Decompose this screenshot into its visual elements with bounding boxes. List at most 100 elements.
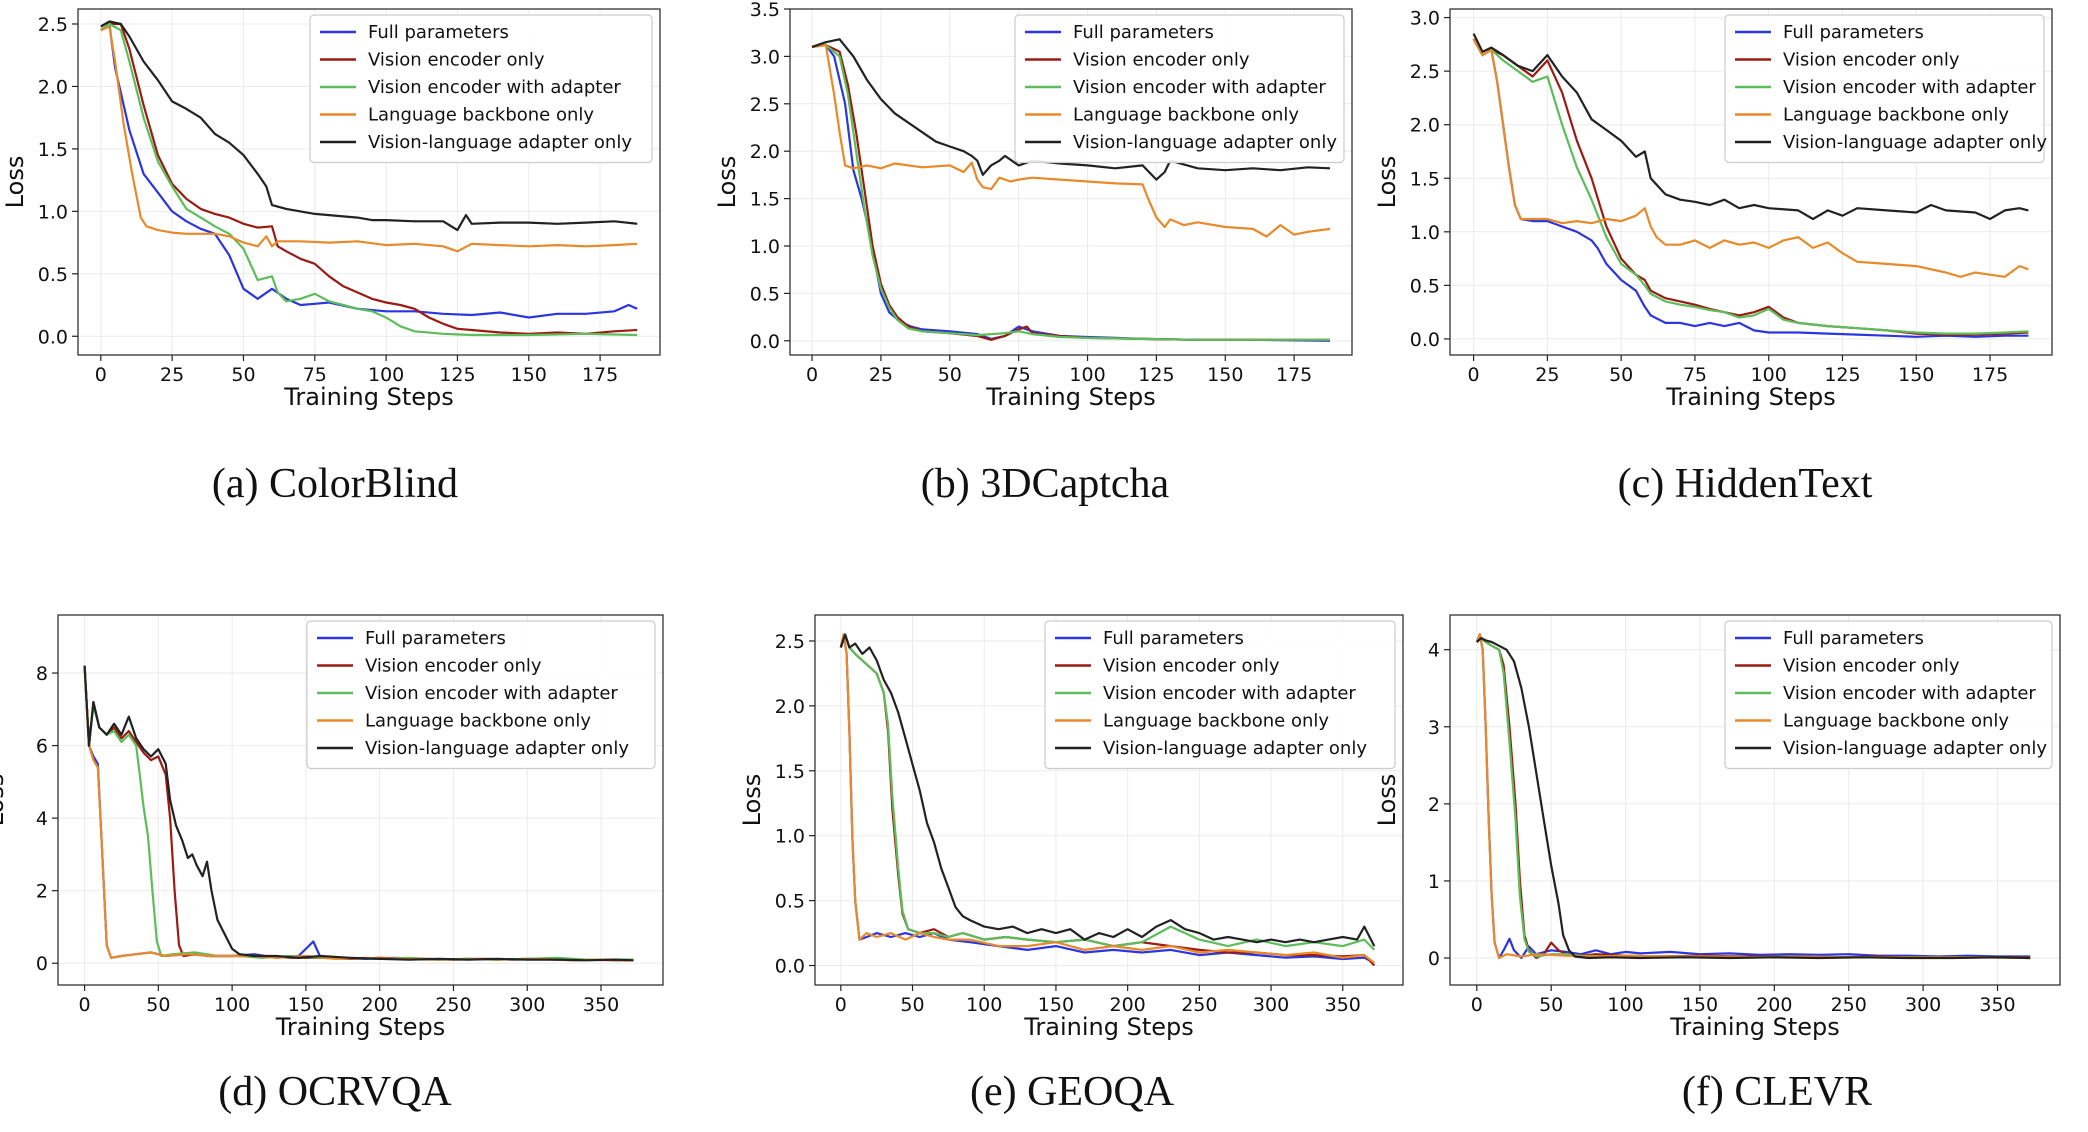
y-tick-label: 2.5 — [775, 631, 805, 653]
y-tick-label: 3 — [1428, 717, 1440, 739]
axes-frame — [1449, 8, 2053, 356]
x-axis-label: Training Steps — [283, 383, 453, 411]
x-tick-label: 0 — [1471, 994, 1483, 1016]
x-tick-label: 350 — [583, 994, 619, 1016]
y-tick-label: 2.0 — [750, 141, 780, 163]
y-tick-label: 2.5 — [750, 94, 780, 116]
y-tick-label: 0.5 — [775, 891, 805, 913]
legend-label: Full parameters — [1783, 22, 1924, 43]
x-tick-label: 100 — [214, 994, 250, 1016]
x-tick-label: 250 — [1831, 994, 1867, 1016]
x-tick-label: 0 — [835, 994, 847, 1016]
legend-label: Language backbone only — [1783, 711, 2009, 732]
axes-frame — [789, 8, 1353, 356]
series-line — [839, 633, 1376, 947]
x-axis-label: Training Steps — [985, 383, 1155, 411]
y-tick-label: 4 — [36, 808, 48, 830]
x-tick-label: 200 — [1110, 994, 1146, 1016]
legend-box — [1014, 14, 1345, 164]
x-tick-label: 300 — [1905, 994, 1941, 1016]
x-tick-label: 350 — [1325, 994, 1361, 1016]
series-line — [100, 25, 638, 253]
series-line — [811, 43, 1331, 238]
series-line — [839, 633, 1375, 964]
axes-frame — [814, 614, 1404, 986]
x-tick-label: 50 — [1539, 994, 1563, 1016]
y-axis-label: Loss — [1373, 774, 1401, 827]
legend-label: Vision encoder only — [365, 656, 542, 677]
legend-box — [1724, 14, 2045, 164]
chart-panel: 0 50 100 150 200 250 300 350 0 2 4 6 8 Training Steps… — [0, 614, 664, 1115]
legend-box — [306, 620, 656, 770]
legend-label: Vision encoder with adapter — [368, 77, 621, 98]
x-tick-label: 175 — [582, 364, 618, 386]
chart-caption: (f) CLEVR — [1682, 1069, 1872, 1115]
chart-panel: 0 25 50 75 100 125 150 175 0.0 0.5 1.0 1.5 2.0 2.5 3.0… — [713, 0, 1353, 507]
legend-label: Vision-language adapter only — [1103, 738, 1367, 759]
chart-panel: 0 50 100 150 200 250 300 350 0.0 0.5 1.0 1.5 2.0 2.5 T… — [738, 614, 1404, 1115]
x-tick-label: 150 — [288, 994, 324, 1016]
legend-label: Vision-language adapter only — [368, 132, 632, 153]
x-tick-label: 250 — [435, 994, 471, 1016]
x-tick-label: 125 — [439, 364, 475, 386]
chart-caption: (e) GEOQA — [970, 1069, 1175, 1115]
series-line — [1476, 637, 2031, 960]
x-tick-label: 25 — [160, 364, 184, 386]
series-line — [100, 22, 638, 337]
x-axis-label: Training Steps — [275, 1013, 445, 1041]
x-tick-label: 25 — [869, 364, 893, 386]
y-tick-label: 8 — [36, 663, 48, 685]
y-tick-label: 3.5 — [750, 0, 780, 21]
y-tick-label: 2.0 — [775, 696, 805, 718]
y-tick-label: 1 — [1428, 871, 1440, 893]
series-line — [839, 633, 1376, 951]
y-tick-label: 2.0 — [38, 76, 68, 98]
y-tick-label: 4 — [1428, 640, 1440, 662]
series-line — [811, 43, 1330, 341]
chart-panel: 0 25 50 75 100 125 150 175 0.0 0.5 1.0 1.5 2.0 2.5 3.0… — [1373, 8, 2053, 507]
legend-label: Full parameters — [368, 22, 509, 43]
x-tick-label: 150 — [1682, 994, 1718, 1016]
y-tick-label: 1.0 — [750, 236, 780, 258]
y-tick-label: 1.0 — [1410, 222, 1440, 244]
x-tick-label: 250 — [1181, 994, 1217, 1016]
x-tick-label: 25 — [1535, 364, 1559, 386]
x-tick-label: 300 — [509, 994, 545, 1016]
x-tick-label: 350 — [1979, 994, 2015, 1016]
chart-caption: (a) ColorBlind — [212, 461, 458, 507]
y-tick-label: 2.5 — [1410, 61, 1440, 83]
y-tick-label: 1.5 — [38, 139, 68, 161]
axes-frame — [57, 614, 664, 986]
y-tick-label: 3.0 — [750, 46, 780, 68]
x-tick-label: 100 — [1607, 994, 1643, 1016]
x-tick-label: 100 — [966, 994, 1002, 1016]
chart-caption: (b) 3DCaptcha — [921, 461, 1170, 507]
x-tick-label: 0 — [1468, 364, 1480, 386]
x-tick-label: 0 — [79, 994, 91, 1016]
y-axis-label: Loss — [713, 156, 741, 209]
legend-box — [1044, 620, 1396, 770]
x-tick-label: 150 — [511, 364, 547, 386]
x-tick-label: 150 — [1038, 994, 1074, 1016]
x-tick-label: 200 — [362, 994, 398, 1016]
y-tick-label: 0.0 — [1410, 329, 1440, 351]
legend-label: Full parameters — [365, 628, 506, 649]
y-axis-label: Loss — [1373, 156, 1401, 209]
series-line — [1472, 38, 2029, 278]
legend-label: Vision encoder only — [1783, 656, 1960, 677]
series-line — [1472, 38, 2029, 335]
x-tick-label: 100 — [1751, 364, 1787, 386]
y-tick-label: 0 — [36, 953, 48, 975]
x-tick-label: 175 — [1276, 364, 1312, 386]
y-tick-label: 0.5 — [38, 264, 68, 286]
chart-panel: 0 25 50 75 100 125 150 175 0.0 0.5 1.0 1.5 2.0 2.5 Tra… — [1, 8, 661, 507]
series-line — [83, 665, 634, 962]
y-tick-label: 1.0 — [775, 826, 805, 848]
x-tick-label: 175 — [1972, 364, 2008, 386]
y-tick-label: 0.5 — [750, 283, 780, 305]
y-tick-label: 1.5 — [775, 761, 805, 783]
legend-label: Language backbone only — [368, 105, 594, 126]
x-axis-label: Training Steps — [1669, 1013, 1839, 1041]
legend-label: Vision encoder only — [1103, 656, 1280, 677]
